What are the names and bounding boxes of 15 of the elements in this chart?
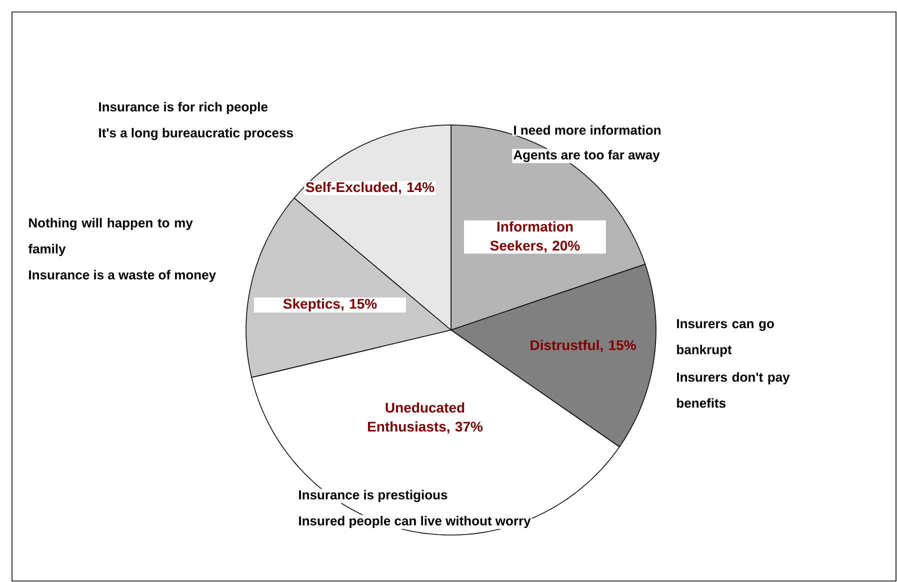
text: Insured people can live without worry <box>299 516 531 528</box>
slice-label: Information Seekers, 20% <box>490 221 580 253</box>
slice-label: Uneducated Enthusiasts, 37% <box>368 402 483 434</box>
text: Insurers don't pay benefits <box>677 372 790 408</box>
text: Agents are too far away <box>514 150 660 162</box>
slice-label: Distrustful, 15% <box>530 340 636 352</box>
text: Insurance is for rich people <box>99 102 268 114</box>
slice-label: Self-Excluded, 14% <box>306 182 434 194</box>
text: Insurers can go bankrupt <box>677 319 774 357</box>
slice-label: Skeptics, 15% <box>283 298 377 312</box>
text: It's a long bureaucratic process <box>99 128 293 140</box>
text: Insurance is prestigious <box>299 490 448 502</box>
text: Nothing will happen to my family <box>28 218 193 256</box>
text: I need more information <box>514 125 660 135</box>
text: Insurance is a waste of money <box>29 270 216 282</box>
